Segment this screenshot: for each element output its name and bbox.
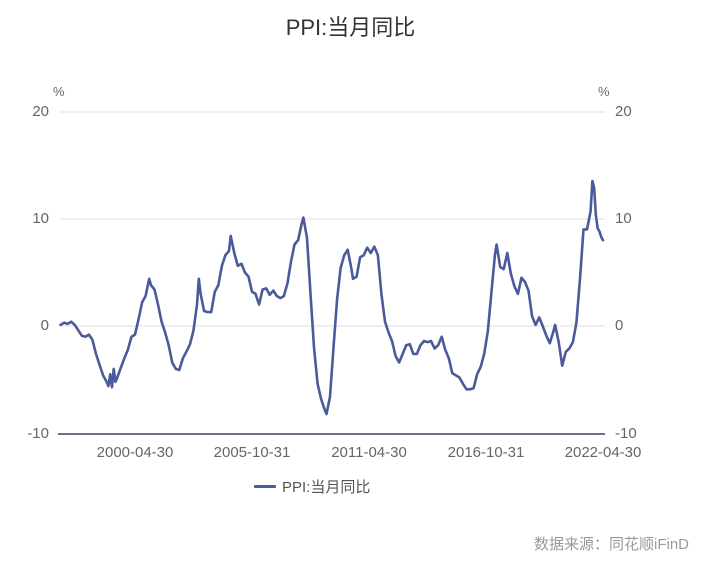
left-ytick: -10 xyxy=(27,425,49,442)
legend-label: PPI:当月同比 xyxy=(282,479,371,496)
xtick-label: 2000-04-30 xyxy=(96,444,174,461)
xtick-label: 2005-10-31 xyxy=(213,444,291,461)
left-ytick: 0 xyxy=(40,317,49,334)
xtick-label: 2011-04-30 xyxy=(331,444,407,461)
left-ytick: 20 xyxy=(32,103,49,120)
right-ytick: -10 xyxy=(615,425,637,442)
right-axis-unit: % xyxy=(598,84,610,99)
data-source-note: 数据来源：同花顺iFinD xyxy=(533,536,689,553)
gridlines xyxy=(60,111,605,327)
right-ytick: 0 xyxy=(615,317,624,334)
ppi-yoy-line[interactable] xyxy=(59,179,605,416)
legend-line-icon xyxy=(254,485,276,488)
right-ytick: 10 xyxy=(615,210,632,227)
xtick-label: 2016-10-31 xyxy=(447,444,525,461)
right-ytick: 20 xyxy=(615,103,632,120)
xtick-label: 2022-04-30 xyxy=(564,444,642,461)
legend-item[interactable]: PPI:当月同比 xyxy=(254,476,370,497)
chart-title: PPI:当月同比 xyxy=(285,15,416,40)
left-axis-unit: % xyxy=(53,84,65,99)
left-ytick: 10 xyxy=(32,210,49,227)
